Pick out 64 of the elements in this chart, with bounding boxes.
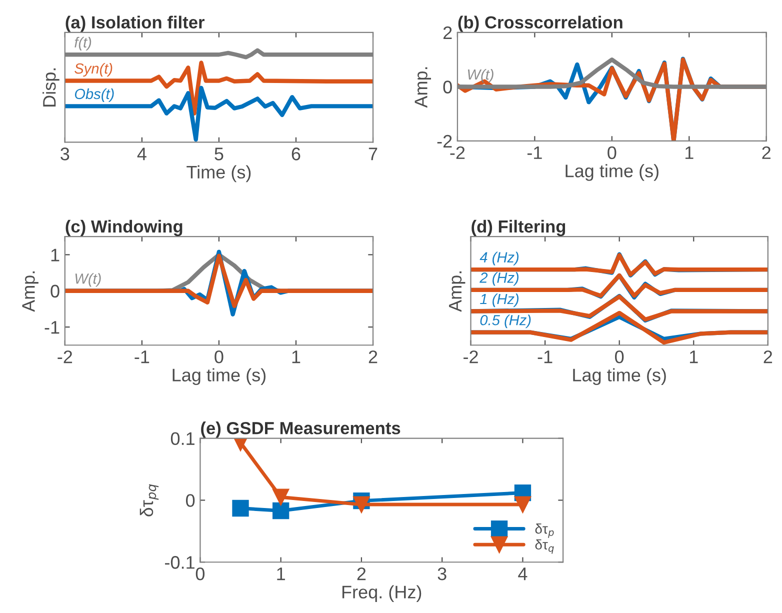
point [272, 488, 290, 506]
legend-label: δτ$_{p}$ [535, 524, 554, 538]
line-series [64, 254, 374, 308]
x-tick-label: 0 [608, 146, 616, 160]
y-tick-label: 0 [443, 80, 452, 94]
y-tick-label: -1 [44, 321, 60, 334]
y-tick-label: -0.1 [165, 556, 194, 569]
series-label: Obs(t) [74, 88, 114, 102]
y-axis-title: Amp. [414, 67, 431, 108]
x-tick-label: 6 [292, 148, 300, 160]
y-tick-label: 1 [51, 248, 60, 262]
chart-title: (c) Windowing [66, 220, 182, 236]
x-tick-label: 3 [60, 148, 70, 160]
y-tick-label: 0 [186, 494, 195, 507]
y-tick-label: -2 [437, 134, 452, 148]
x-tick-label: 4 [137, 148, 146, 160]
series-label: 1 (Hz) [480, 293, 519, 308]
series-label: 0.5 (Hz) [480, 314, 531, 328]
x-tick-label: 0 [196, 567, 205, 580]
y-axis-title: Disp. [42, 68, 60, 106]
y-tick-label: 2 [443, 26, 452, 40]
point [353, 496, 370, 513]
point [232, 500, 249, 517]
legend-label: δτ$_{q}$ [535, 539, 554, 554]
x-tick-label: 7 [368, 148, 378, 160]
x-tick-label: 4 [518, 568, 528, 580]
chart-title: (e) GSDF Measurements [201, 422, 400, 438]
series-label: 4 (Hz) [480, 252, 519, 266]
x-tick-label: 2 [762, 146, 770, 159]
x-tick-label: 0 [214, 350, 224, 364]
x-tick-label: 1 [690, 350, 698, 364]
point [514, 496, 532, 513]
x-tick-label: 2 [764, 350, 772, 364]
point [272, 502, 290, 520]
x-tick-label: -1 [527, 146, 542, 159]
x-tick-label: -2 [464, 350, 478, 364]
x-axis-title: Freq. (Hz) [342, 585, 422, 602]
y-axis-title: Amp. [22, 271, 38, 312]
x-axis-title: Lag time (s) [573, 368, 666, 386]
chart-title: (b) Crosscorrelation [458, 16, 622, 32]
x-tick-label: -1 [538, 350, 552, 364]
series-label: W(t) [75, 273, 101, 287]
chart-title: (a) Isolation filter [66, 16, 205, 32]
x-axis-title: Lag time (s) [566, 164, 658, 181]
x-tick-label: -1 [134, 350, 150, 364]
x-tick-label: 1 [685, 146, 694, 159]
x-tick-label: 1 [277, 568, 285, 580]
y-axis-title: Amp. [449, 271, 466, 312]
y-axis-title: δτ$_{pq}$ [140, 484, 159, 516]
series-label: f(t) [74, 36, 92, 50]
x-tick-label: 2 [357, 567, 366, 580]
x-axis-title: Lag time (s) [172, 368, 266, 386]
x-tick-label: 5 [214, 148, 224, 160]
y-tick-label: 0.1 [170, 432, 194, 446]
x-tick-label: 2 [368, 350, 378, 364]
chart-title: (d) Filtering [472, 220, 566, 236]
series-label: Syn(t) [74, 62, 112, 77]
series-label: 2 (Hz) [480, 272, 519, 286]
y-tick-label: 0 [50, 284, 60, 298]
x-tick-label: 3 [438, 567, 446, 580]
x-tick-label: 0 [615, 350, 624, 364]
x-tick-label: 1 [292, 350, 300, 364]
x-axis-title: Time (s) [186, 165, 251, 182]
series-label: W(t) [468, 68, 494, 83]
